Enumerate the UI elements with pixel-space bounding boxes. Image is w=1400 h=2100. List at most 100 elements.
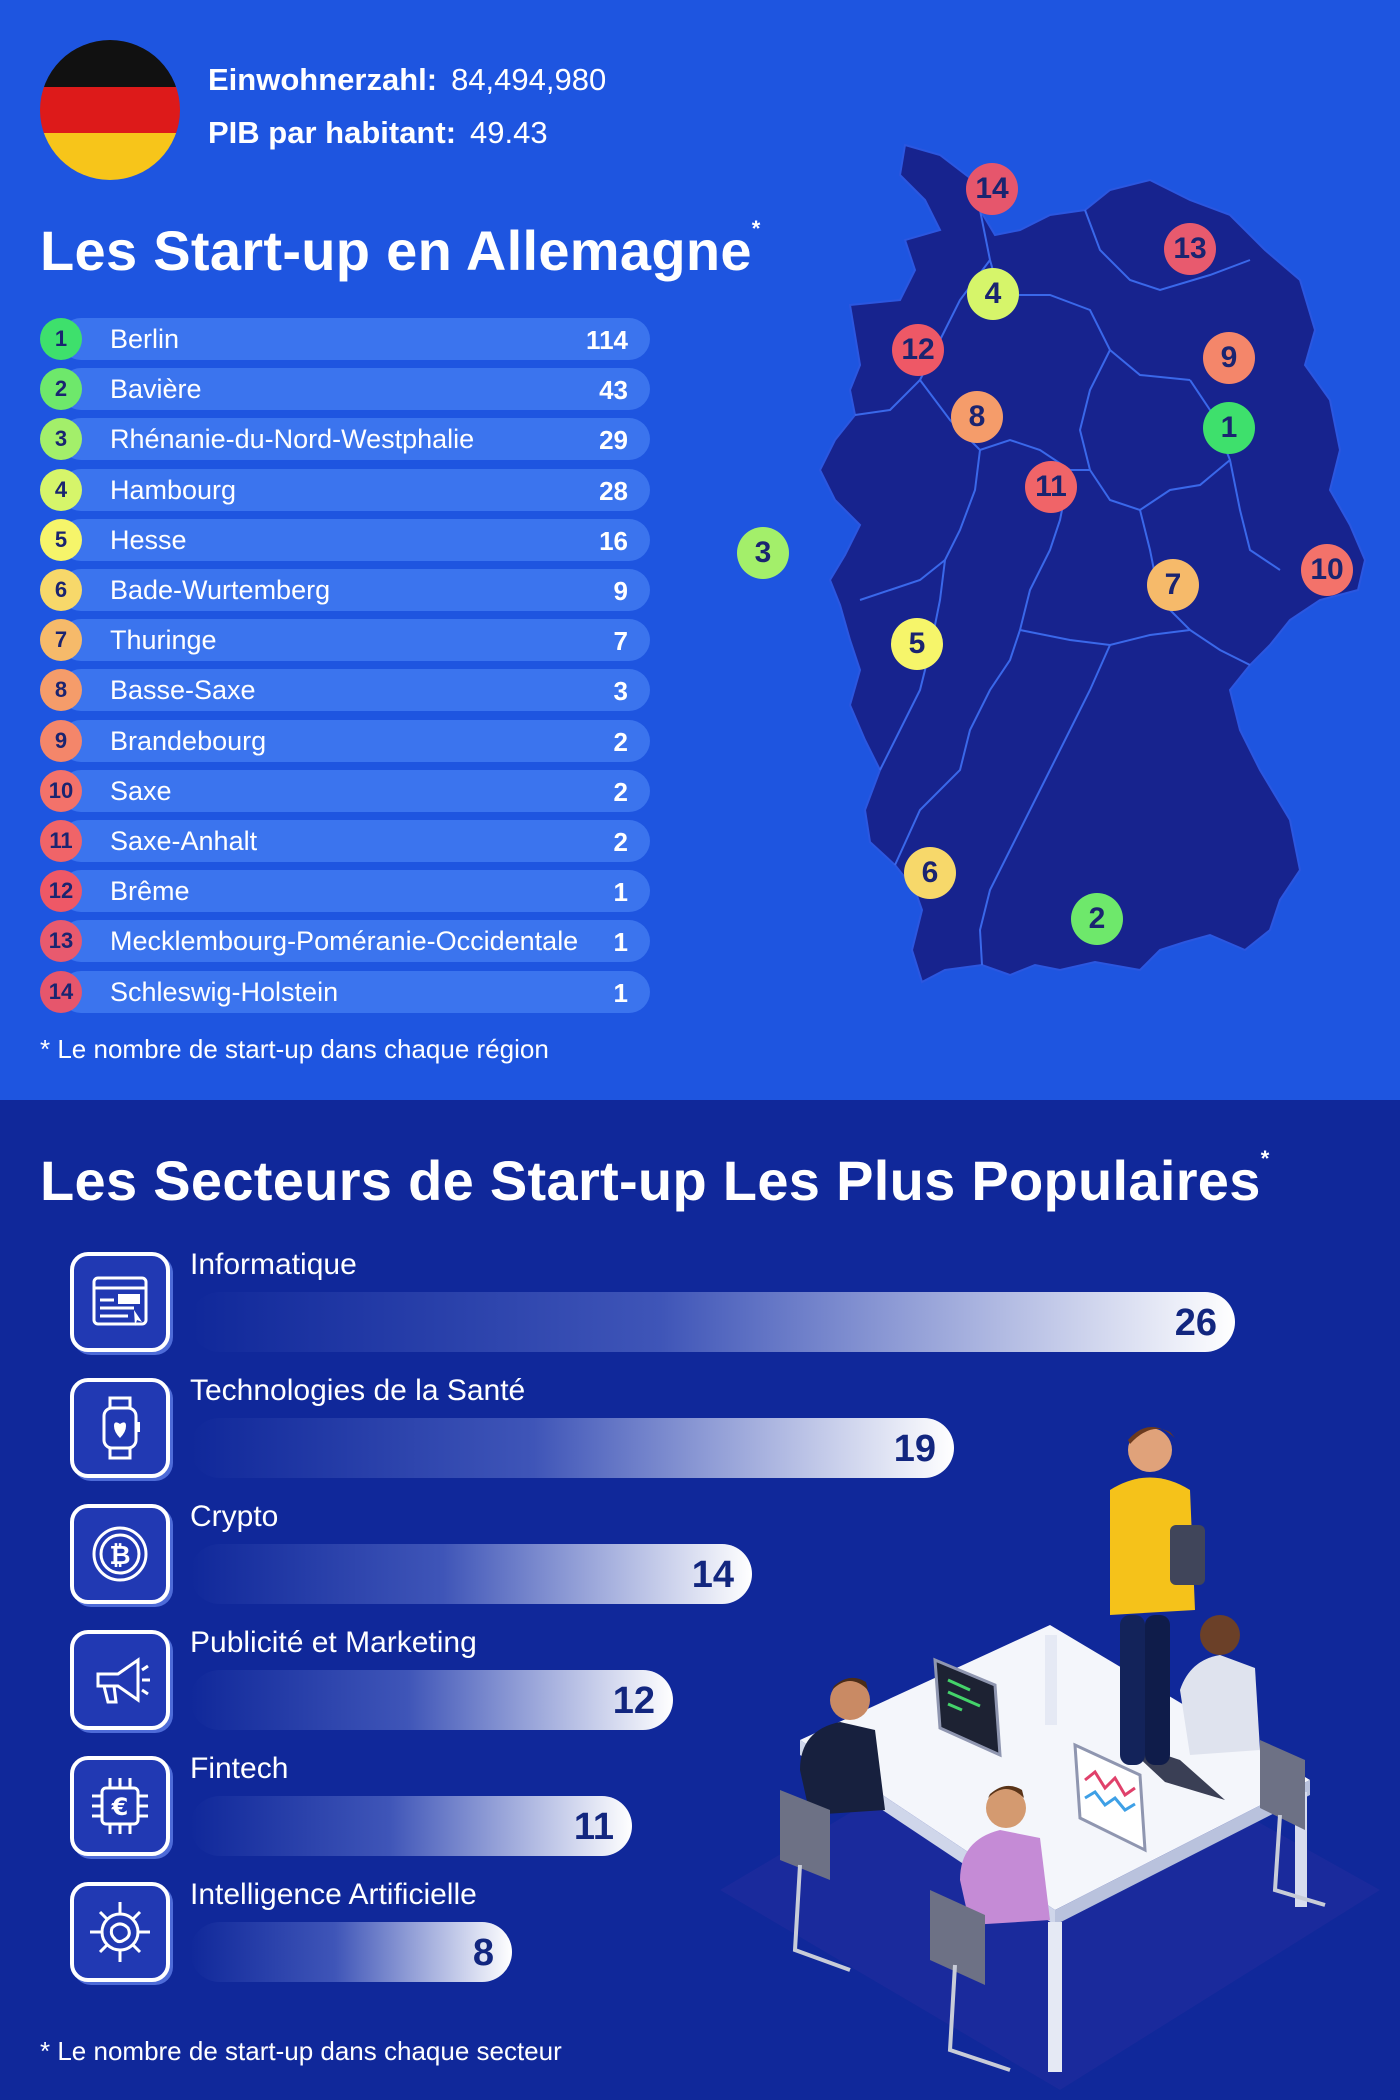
regions-footnote: * Le nombre de start-up dans chaque régi…	[40, 1034, 549, 1064]
region-row: 1 14 Schleswig-Holstein	[40, 970, 650, 1013]
region-count: 114	[586, 325, 628, 355]
sector-label: Crypto	[190, 1500, 279, 1533]
map-marker: 14	[966, 163, 1018, 215]
region-bar: 7	[60, 619, 650, 662]
region-row: 43 2 Bavière	[40, 368, 650, 411]
map-marker: 7	[1147, 559, 1199, 611]
region-row: 2 10 Saxe	[40, 769, 650, 812]
region-rank-badge: 7	[40, 619, 82, 662]
sector-label: Intelligence Artificielle	[190, 1878, 477, 1911]
gdp-label: PIB par habitant:	[208, 115, 457, 150]
map-marker: 11	[1025, 461, 1077, 513]
sector-label: Informatique	[190, 1248, 357, 1281]
region-rank-badge: 14	[40, 970, 82, 1013]
region-rank-badge: 9	[40, 719, 82, 762]
region-name: Hesse	[110, 524, 187, 555]
region-bar: 28	[60, 468, 650, 511]
sector-row: Publicité et Marketing 12	[70, 1626, 1270, 1734]
region-count: 9	[613, 576, 628, 606]
region-name: Thuringe	[110, 625, 217, 656]
region-count: 16	[599, 525, 628, 556]
region-count: 1	[613, 977, 628, 1008]
region-row: 1 12 Brême	[40, 870, 650, 913]
gdp-stat: PIB par habitant: 49.43	[208, 115, 548, 151]
megaphone-icon	[70, 1630, 170, 1730]
region-bar: 43	[60, 368, 650, 411]
region-name: Saxe	[110, 775, 172, 806]
region-rank-badge: 11	[40, 820, 82, 862]
region-row: 28 4 Hambourg	[40, 468, 650, 511]
sector-count: 26	[1174, 1302, 1217, 1344]
sector-count: 8	[472, 1932, 494, 1974]
map-marker: 4	[967, 268, 1019, 320]
region-rank-badge: 13	[40, 920, 82, 963]
bitcoin-coin-icon: ₿	[70, 1504, 170, 1604]
sector-count: 11	[573, 1806, 614, 1848]
sector-label: Fintech	[190, 1752, 289, 1785]
map-marker: 3	[737, 527, 789, 579]
germany-map-shape	[818, 143, 1367, 984]
region-count: 29	[599, 425, 628, 456]
region-name: Brême	[110, 876, 190, 907]
region-rank-badge: 2	[40, 368, 82, 411]
region-name: Brandebourg	[110, 725, 267, 756]
map-marker: 2	[1071, 893, 1123, 945]
region-rank-badge: 10	[40, 769, 82, 812]
sector-count: 12	[612, 1680, 655, 1722]
map-marker: 10	[1301, 544, 1353, 596]
region-bar: 114	[60, 318, 650, 360]
map-marker: 9	[1203, 332, 1255, 384]
region-row: 114 1 Berlin	[40, 318, 650, 360]
region-count: 43	[599, 375, 628, 406]
region-count: 7	[613, 626, 628, 657]
regions-title: Les Start-up en Allemagne*	[40, 216, 761, 282]
region-count: 2	[613, 776, 628, 807]
region-bar: 9	[60, 569, 650, 611]
sector-row: Intelligence Artificielle 8	[70, 1878, 1270, 1986]
region-bar: 29	[60, 418, 650, 461]
svg-text:₿: ₿	[109, 1541, 130, 1571]
region-count: 1	[613, 927, 628, 958]
region-count: 2	[613, 726, 628, 757]
region-count: 28	[599, 475, 628, 506]
region-name: Basse-Saxe	[110, 675, 256, 706]
sector-bar: 14	[190, 1544, 752, 1604]
sector-count: 19	[893, 1428, 936, 1470]
region-name: Schleswig-Holstein	[110, 976, 339, 1007]
region-name: Bade-Wurtemberg	[110, 575, 331, 605]
sector-label: Publicité et Marketing	[190, 1626, 477, 1659]
browser-window-icon	[70, 1252, 170, 1352]
region-row: 29 3 Rhénanie-du-Nord-Westphalie	[40, 418, 650, 461]
sector-row: Technologies de la Santé 19	[70, 1374, 1270, 1482]
region-bar: 1	[60, 970, 650, 1013]
region-name: Bavière	[110, 374, 202, 405]
region-name: Rhénanie-du-Nord-Westphalie	[110, 424, 475, 455]
map-marker: 8	[951, 391, 1003, 443]
region-rank-badge: 12	[40, 870, 82, 913]
euro-chip-icon: €	[70, 1756, 170, 1856]
sector-bar: 8	[190, 1922, 512, 1982]
region-name: Mecklembourg-Poméranie-Occidentale	[110, 926, 579, 957]
region-row: 7 7 Thuringe	[40, 619, 650, 662]
region-bar: 16	[60, 518, 650, 561]
region-rank-badge: 1	[40, 318, 82, 360]
sector-row: € Fintech 11	[70, 1752, 1270, 1860]
sector-count: 14	[691, 1554, 734, 1596]
map-marker: 6	[904, 847, 956, 899]
office-scene-drawing	[720, 1426, 1380, 2090]
region-row: 2 11 Saxe-Anhalt	[40, 820, 650, 862]
region-bar: 3	[60, 669, 650, 712]
smartwatch-heart-icon	[70, 1378, 170, 1478]
region-name: Saxe-Anhalt	[110, 826, 258, 856]
sector-row: ₿ Crypto 14	[70, 1500, 1270, 1608]
region-rank-badge: 6	[40, 569, 82, 611]
region-count: 2	[613, 827, 628, 857]
sector-bar: 12	[190, 1670, 673, 1730]
region-row: 16 5 Hesse	[40, 518, 650, 561]
sector-bar: 19	[190, 1418, 954, 1478]
region-count: 1	[613, 877, 628, 908]
region-name: Berlin	[110, 324, 180, 354]
region-rank-badge: 5	[40, 518, 82, 561]
regions-panel: Einwohnerzahl: 84,494,980 PIB par habitan…	[0, 0, 1400, 1100]
sector-bar: 26	[190, 1292, 1235, 1352]
